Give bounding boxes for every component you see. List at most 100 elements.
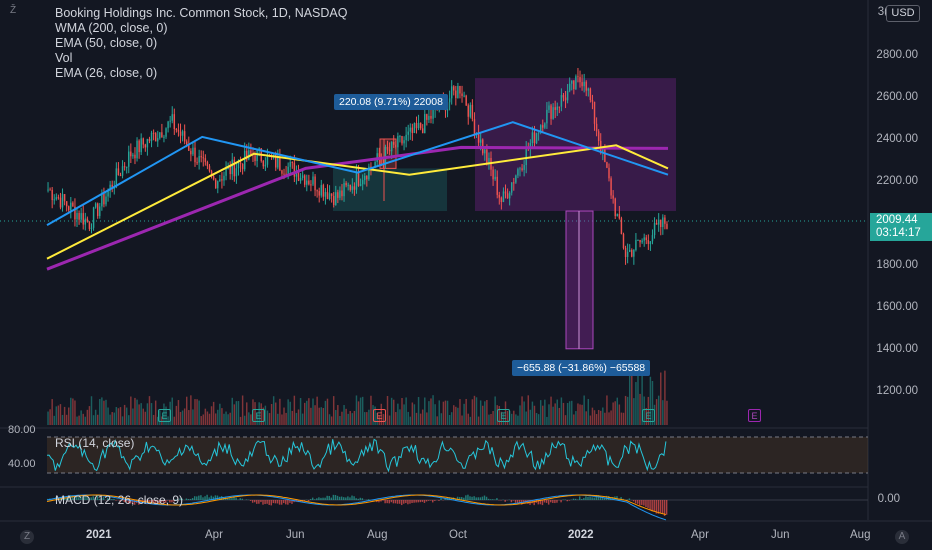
volume-bar [246, 402, 248, 425]
macd-histogram-bar [270, 500, 273, 506]
volume-bar [614, 401, 616, 425]
volume-bar [225, 411, 227, 425]
volume-bar [266, 410, 269, 425]
volume-bar [589, 415, 592, 425]
macd-histogram-bar [463, 497, 465, 500]
candle-body [264, 164, 267, 167]
earnings-marker[interactable]: E [252, 409, 265, 422]
candle-body [148, 138, 151, 142]
volume-bar [99, 399, 101, 425]
macd-histogram-bar [314, 499, 316, 500]
macd-histogram-bar [417, 500, 419, 503]
candle-body [357, 172, 360, 186]
volume-bar [217, 409, 219, 425]
volume-bar [575, 411, 577, 425]
macd-histogram-bar [276, 500, 279, 504]
candle-body [53, 199, 55, 201]
candle-body [219, 179, 221, 182]
candle-body [275, 154, 277, 168]
macd-histogram-bar [274, 500, 277, 504]
candle-body [206, 161, 209, 167]
macd-histogram-bar [554, 500, 556, 504]
rsi-tick-40: 40.00 [8, 458, 36, 470]
candle-body [471, 104, 474, 120]
volume-bar [608, 412, 610, 425]
macd-histogram-bar [434, 500, 436, 501]
macd-histogram-bar [96, 495, 99, 500]
zoom-reset-corner[interactable]: Ž [10, 5, 17, 16]
candle-body [355, 172, 358, 190]
auto-scale-button[interactable]: A [895, 530, 909, 544]
macd-histogram-bar [309, 498, 312, 500]
candle-body [246, 150, 248, 160]
earnings-marker-upcoming[interactable]: E [748, 409, 761, 422]
currency-button[interactable]: USD [886, 5, 920, 22]
date-tick: 2022 [568, 529, 594, 541]
candle-body [283, 173, 285, 175]
volume-bar [142, 408, 144, 425]
volume-bar [287, 399, 289, 425]
volume-bar [562, 402, 565, 425]
macd-histogram-bar [307, 500, 310, 502]
candle-body [424, 114, 426, 134]
candle-body [115, 168, 118, 188]
candle-body [430, 115, 432, 119]
volume-bar [198, 400, 200, 425]
date-tick: Aug [850, 529, 871, 541]
candle-body [250, 150, 252, 155]
volume-bar [248, 412, 250, 425]
macd-histogram-bar [425, 500, 428, 502]
volume-bar [157, 416, 159, 425]
volume-bar [111, 412, 113, 425]
volume-bar [405, 397, 407, 425]
macd-histogram-bar [587, 496, 589, 500]
volume-bar [531, 401, 534, 425]
candle-body [105, 196, 107, 205]
macd-histogram-bar [156, 500, 159, 505]
earnings-marker[interactable]: E [158, 409, 171, 422]
macd-histogram-bar [98, 498, 101, 500]
zoom-button[interactable]: Z [20, 530, 34, 544]
candle-body [515, 175, 517, 183]
macd-histogram-bar [655, 500, 658, 514]
volume-bar [477, 416, 480, 425]
macd-histogram-bar [84, 496, 86, 500]
volume-bar [326, 398, 329, 425]
candle-body [467, 105, 469, 117]
candle-body [450, 86, 453, 99]
macd-histogram-bar [268, 500, 270, 505]
candle-body [604, 147, 606, 163]
candle-body [585, 81, 587, 91]
candle-body [254, 155, 256, 162]
volume-bar [450, 412, 453, 425]
earnings-marker[interactable]: E [497, 409, 510, 422]
macd-histogram-bar [345, 497, 347, 500]
candle-body [61, 194, 64, 208]
macd-histogram-bar [202, 497, 204, 500]
macd-histogram-bar [665, 500, 668, 515]
candle-body [51, 189, 53, 201]
candle-body [121, 166, 124, 176]
macd-histogram-bar [167, 500, 169, 501]
volume-bar [643, 396, 645, 425]
volume-bar [347, 413, 349, 425]
macd-histogram-bar [547, 500, 550, 505]
volume-bar [59, 404, 62, 425]
macd-histogram-bar [148, 500, 150, 504]
earnings-marker[interactable]: E [642, 409, 655, 422]
volume-bar [465, 398, 467, 425]
candle-body [537, 132, 540, 134]
legend-wma: WMA (200, close, 0) [55, 21, 168, 35]
volume-bar [53, 415, 55, 425]
candle-body [455, 90, 457, 98]
earnings-marker[interactable]: E [373, 409, 386, 422]
candle-body [539, 125, 542, 133]
macd-histogram-bar [550, 500, 552, 503]
volume-bar [241, 395, 244, 425]
candle-body [117, 168, 120, 176]
candle-body [293, 162, 296, 177]
volume-bar [579, 404, 581, 425]
volume-bar [80, 410, 82, 425]
volume-bar [446, 400, 449, 425]
